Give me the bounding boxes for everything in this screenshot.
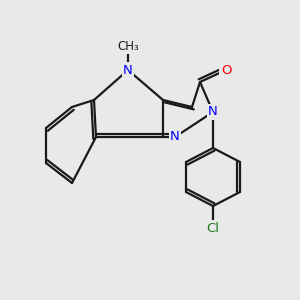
Text: N: N [170,130,180,143]
Text: Cl: Cl [206,221,220,235]
Text: O: O [221,64,231,76]
Text: N: N [208,106,218,118]
Text: CH₃: CH₃ [117,40,139,52]
Text: N: N [123,64,133,76]
